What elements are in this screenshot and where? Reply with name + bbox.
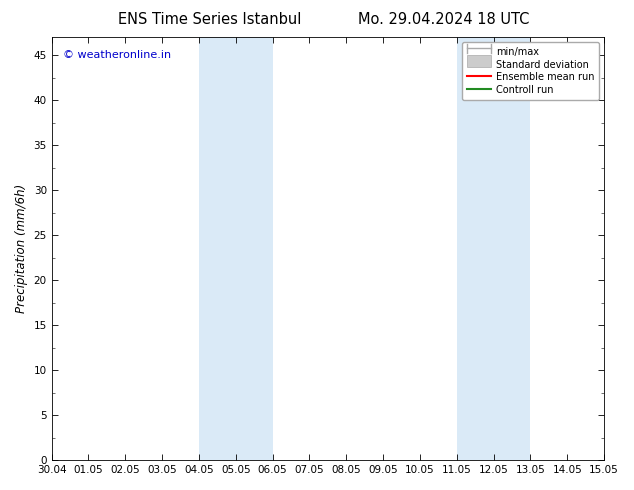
Bar xyxy=(199,37,273,460)
Text: ENS Time Series Istanbul: ENS Time Series Istanbul xyxy=(117,12,301,27)
Bar xyxy=(457,37,531,460)
Y-axis label: Precipitation (mm/6h): Precipitation (mm/6h) xyxy=(15,184,28,313)
Legend: min/max, Standard deviation, Ensemble mean run, Controll run: min/max, Standard deviation, Ensemble me… xyxy=(462,42,599,100)
Text: Mo. 29.04.2024 18 UTC: Mo. 29.04.2024 18 UTC xyxy=(358,12,529,27)
Text: © weatheronline.in: © weatheronline.in xyxy=(63,50,171,60)
